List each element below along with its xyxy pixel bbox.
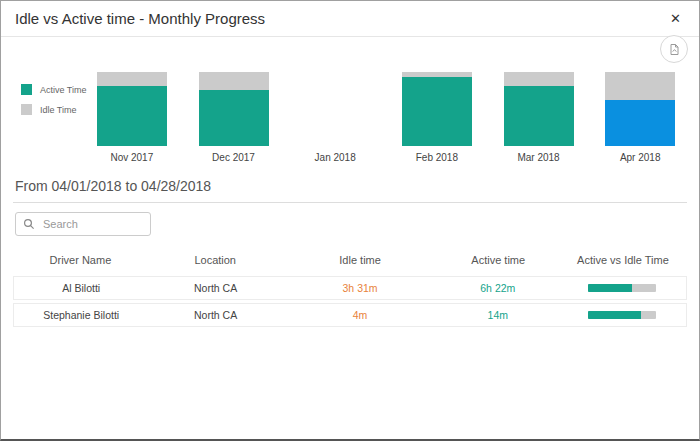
chart-column-dec-2017: Dec 2017 bbox=[183, 72, 285, 163]
table-header-row: Driver Name Location Idle time Active ti… bbox=[13, 250, 687, 270]
table-row[interactable]: Al BilottiNorth CA3h 31m6h 22m bbox=[13, 276, 687, 300]
stacked-bar[interactable] bbox=[605, 72, 675, 146]
active-vs-idle-bar bbox=[588, 284, 656, 292]
date-range-label: From 04/01/2018 to 04/28/2018 bbox=[13, 178, 687, 203]
stacked-bar[interactable] bbox=[402, 72, 472, 146]
chart-column-jan-2018: Jan 2018 bbox=[284, 72, 386, 163]
active-vs-idle-cell bbox=[558, 311, 686, 319]
legend-item-active[interactable]: Active Time bbox=[21, 84, 87, 95]
chart-column-feb-2018: Feb 2018 bbox=[386, 72, 488, 163]
column-header-location: Location bbox=[148, 254, 283, 266]
idle-time-segment[interactable] bbox=[97, 72, 167, 86]
idle-time-segment[interactable] bbox=[199, 72, 269, 90]
month-label: Feb 2018 bbox=[416, 152, 458, 163]
active-time-segment[interactable] bbox=[504, 86, 574, 146]
active-time-segment[interactable] bbox=[199, 90, 269, 146]
month-label: Jan 2018 bbox=[315, 152, 356, 163]
column-header-active-time: Active time bbox=[438, 254, 559, 266]
dialog-title: Idle vs Active time - Monthly Progress bbox=[15, 10, 265, 27]
active-vs-idle-cell bbox=[558, 284, 686, 292]
idle-time-cell: 3h 31m bbox=[283, 282, 438, 294]
column-header-idle-time: Idle time bbox=[283, 254, 438, 266]
chart-columns: Nov 2017 Dec 2017 Jan 2018 Feb 2018 Mar 2018… bbox=[81, 72, 691, 163]
driver-name-cell: Stephanie Bilotti bbox=[14, 309, 148, 321]
column-header-driver-name: Driver Name bbox=[13, 254, 148, 266]
stacked-bar[interactable] bbox=[199, 72, 269, 146]
idle-time-segment[interactable] bbox=[605, 72, 675, 100]
drivers-table: Driver Name Location Idle time Active ti… bbox=[13, 250, 687, 327]
active-time-segment[interactable] bbox=[97, 86, 167, 146]
legend-label: Idle Time bbox=[40, 105, 77, 115]
active-time-segment-selected[interactable] bbox=[605, 100, 675, 146]
stacked-bar[interactable] bbox=[504, 72, 574, 146]
search-input[interactable] bbox=[41, 217, 143, 231]
active-time-cell: 14m bbox=[437, 309, 558, 321]
active-time-cell: 6h 22m bbox=[437, 282, 558, 294]
idle-time-cell: 4m bbox=[283, 309, 438, 321]
export-image-button[interactable] bbox=[660, 35, 688, 63]
legend-label: Active Time bbox=[40, 85, 87, 95]
table-body: Al BilottiNorth CA3h 31m6h 22mStephanie … bbox=[13, 276, 687, 327]
legend-item-idle[interactable]: Idle Time bbox=[21, 104, 87, 115]
monthly-progress-dialog: Idle vs Active time - Monthly Progress ✕… bbox=[0, 0, 700, 441]
stacked-bar[interactable] bbox=[97, 72, 167, 146]
idle-time-segment[interactable] bbox=[504, 72, 574, 86]
chart-column-mar-2018: Mar 2018 bbox=[488, 72, 590, 163]
chart-column-nov-2017: Nov 2017 bbox=[81, 72, 183, 163]
close-icon[interactable]: ✕ bbox=[666, 8, 685, 29]
month-label: Apr 2018 bbox=[620, 152, 661, 163]
monthly-chart: Active Time Idle Time Nov 2017 Dec 2017 Ja… bbox=[1, 72, 699, 163]
dialog-header: Idle vs Active time - Monthly Progress ✕ bbox=[1, 1, 699, 37]
location-cell: North CA bbox=[148, 282, 282, 294]
active-time-swatch bbox=[21, 84, 32, 95]
search-box[interactable] bbox=[15, 212, 151, 236]
month-label: Dec 2017 bbox=[212, 152, 255, 163]
chart-column-apr-2018: Apr 2018 bbox=[589, 72, 691, 163]
month-label: Mar 2018 bbox=[517, 152, 559, 163]
table-row[interactable]: Stephanie BilottiNorth CA4m14m bbox=[13, 303, 687, 327]
active-vs-idle-bar bbox=[588, 311, 656, 319]
column-header-active-vs-idle: Active vs Idle Time bbox=[559, 254, 687, 266]
active-bar-fill bbox=[588, 311, 641, 319]
month-label: Nov 2017 bbox=[110, 152, 153, 163]
idle-time-swatch bbox=[21, 104, 32, 115]
driver-name-cell: Al Bilotti bbox=[14, 282, 148, 294]
active-bar-fill bbox=[588, 284, 632, 292]
search-icon bbox=[23, 218, 35, 230]
export-image-icon bbox=[668, 43, 681, 56]
chart-legend: Active Time Idle Time bbox=[21, 84, 87, 124]
active-time-segment[interactable] bbox=[402, 77, 472, 146]
location-cell: North CA bbox=[148, 309, 282, 321]
